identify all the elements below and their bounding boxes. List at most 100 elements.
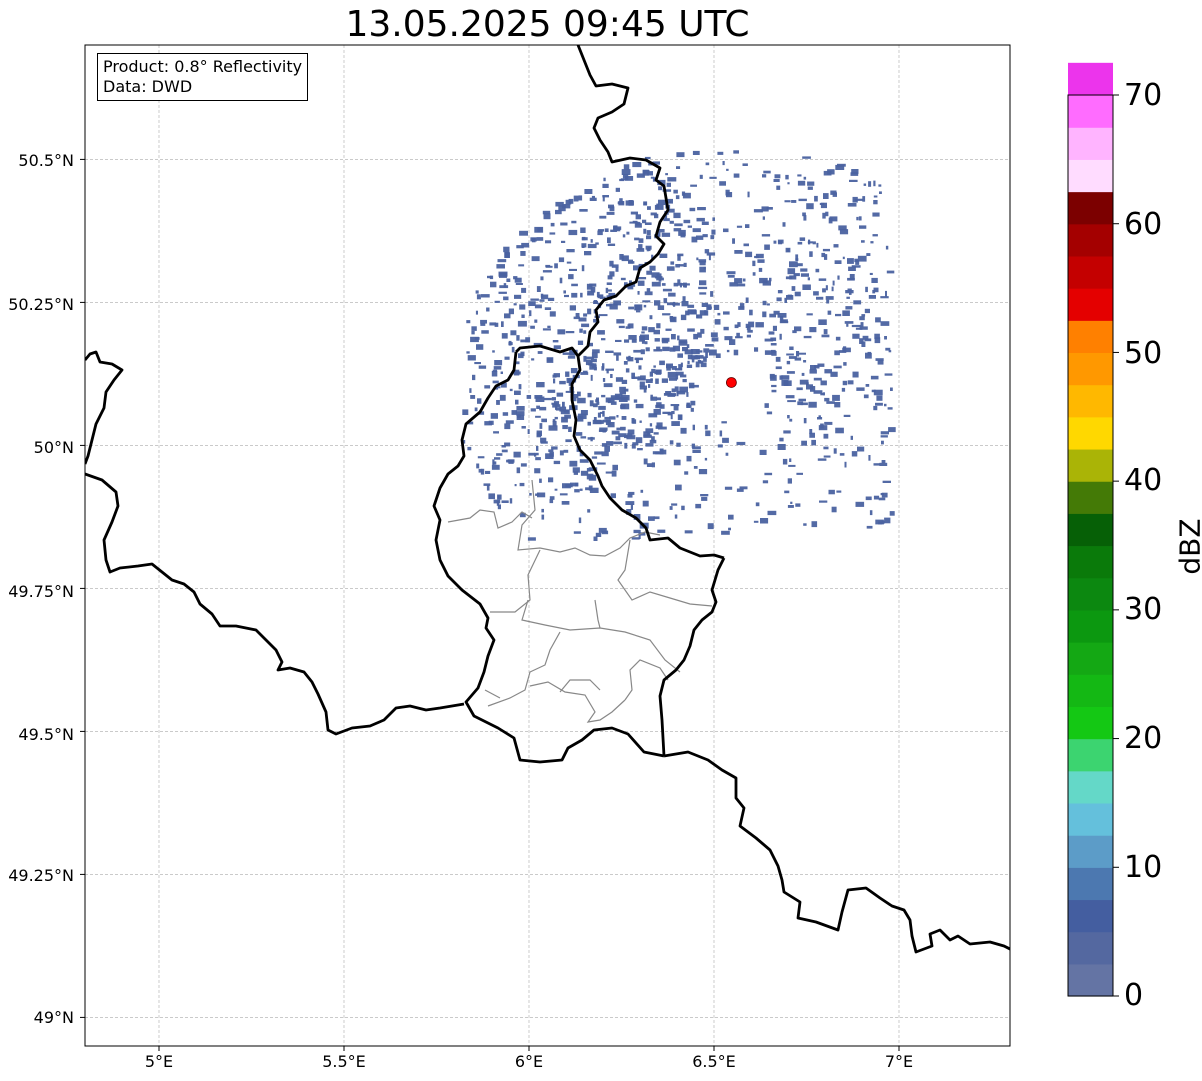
echo-cell [666,266,675,271]
echo-cell [493,366,502,370]
colorbar-swatch [1068,674,1113,707]
echo-cell [671,388,676,393]
echo-cell [661,232,671,237]
echo-cell [589,400,594,407]
echo-cell [666,208,675,213]
echo-cell [625,200,634,206]
echo-cell [849,179,858,182]
echo-cell [695,361,700,368]
echo-cell [679,264,684,267]
echo-cell [545,453,554,459]
echo-cell [773,310,780,315]
echo-cell [537,227,543,233]
echo-cell [587,243,597,249]
echo-cell [795,503,801,507]
echo-cell [749,309,753,316]
echo-cell [595,242,599,245]
map-title: 13.05.2025 09:45 UTC [345,4,750,45]
echo-cell [573,531,581,534]
echo-cell [565,439,572,443]
colorbar-swatch [1068,384,1113,418]
lat-tick-label: 50°N [33,438,74,457]
echo-cell [666,363,673,369]
echo-cell [661,378,668,383]
echo-cell [821,252,826,258]
echo-cell [838,225,847,231]
echo-cell [849,274,855,280]
echo-cell [786,371,795,374]
echo-cell [485,470,491,474]
echo-cell [773,179,780,182]
echo-cell [812,241,816,245]
echo-cell [782,222,786,227]
echo-cell [650,396,658,401]
echo-cell [508,308,514,315]
echo-cell [696,235,704,240]
colorbar-swatch [1068,352,1113,386]
echo-cell [537,351,543,354]
echo-cell [696,257,699,261]
echo-cell [651,462,655,468]
echo-cell [568,274,574,280]
echo-cell [803,215,807,221]
echo-cell [527,429,530,434]
colorbar-swatch [1068,867,1113,901]
echo-cell [528,452,535,456]
echo-cell [504,313,511,319]
echo-cell [850,435,853,440]
echo-cell [786,295,794,300]
echo-cell [630,504,633,510]
echo-cell [681,301,689,307]
echo-cell [709,176,717,179]
echo-cell [631,339,637,343]
echo-cell [690,310,697,315]
echo-cell [497,504,501,510]
echo-cell [801,440,807,446]
echo-cell [803,176,807,180]
echo-cell [848,266,856,271]
echo-cell [605,350,614,353]
echo-cell [814,195,818,202]
echo-cell [789,261,798,268]
echo-cell [677,353,683,358]
echo-cell [722,161,725,166]
echo-cell [709,349,717,356]
echo-cell [764,338,774,342]
colorbar-frame [1067,94,1114,997]
echo-cell [641,326,648,331]
echo-cell [822,212,826,219]
echo-cell [667,177,677,182]
echo-cell [729,339,736,345]
echo-cell [809,369,817,374]
echo-cell [521,287,527,293]
echo-cell [565,371,570,377]
echo-cell [880,493,884,496]
echo-cell [807,277,810,281]
echo-cell [656,397,661,401]
echo-cell [785,174,789,180]
echo-cell [817,458,827,461]
echo-cell [647,206,651,210]
echo-cell [789,458,792,462]
echo-cell [639,385,647,390]
echo-cell [753,520,759,523]
echo-cell [507,459,515,463]
echo-cell [682,347,689,352]
echo-cell [511,410,517,415]
colorbar-swatch [1068,931,1113,965]
echo-cell [498,291,507,294]
echo-cell [673,301,676,307]
echo-cell [563,290,566,294]
echo-cell [541,294,549,300]
echo-cell [501,449,508,453]
echo-cell [513,276,518,280]
echo-cell [889,511,895,516]
echo-cell [818,278,827,281]
echo-cell [567,378,577,383]
echo-cell [616,319,625,324]
echo-cell [504,423,511,430]
echo-cell [706,252,716,256]
echo-cell [682,379,687,383]
echo-cell [513,303,517,306]
echo-cell [539,478,542,483]
